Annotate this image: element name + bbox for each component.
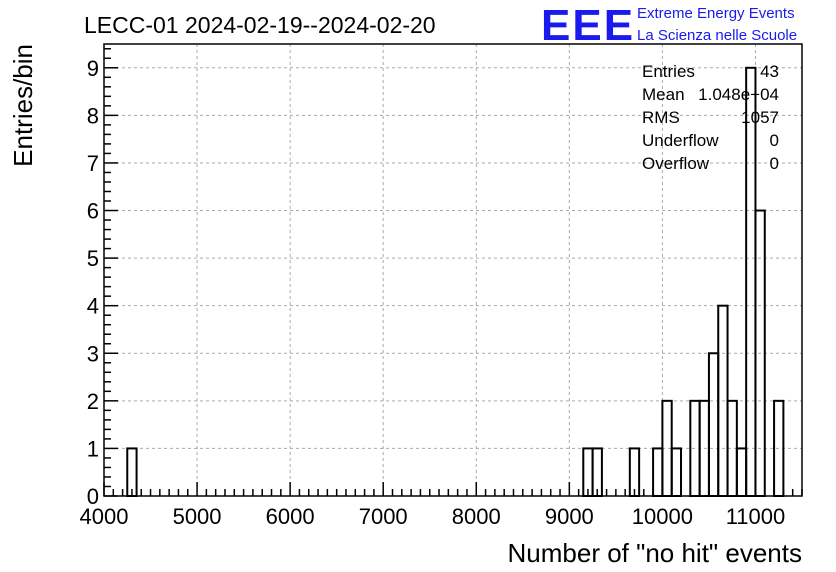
x-tick-label: 5000 (173, 504, 222, 529)
histogram-bin (628, 447, 641, 497)
histogram-bin (652, 447, 664, 497)
y-axis-label: Entries/bin (8, 44, 38, 167)
y-tick-label: 1 (87, 436, 99, 461)
stats-label: Underflow (642, 131, 719, 150)
histogram-bin (591, 447, 603, 497)
x-tick-label: 8000 (452, 504, 501, 529)
histogram-bin (126, 447, 138, 497)
stats-value: 1057 (741, 108, 779, 127)
y-tick-label: 0 (87, 484, 99, 509)
histogram-bin (582, 447, 594, 497)
stats-value: 43 (760, 62, 779, 81)
stats-label: Overflow (642, 154, 710, 173)
y-tick-label: 5 (87, 246, 99, 271)
x-tick-label: 4000 (80, 504, 129, 529)
chart-title: LECC-01 2024-02-19--2024-02-20 (84, 12, 436, 38)
histogram-bin (745, 66, 757, 498)
y-tick-label: 8 (87, 103, 99, 128)
x-tick-label: 9000 (545, 504, 594, 529)
logo-line-2: La Scienza nelle Scuole (637, 27, 797, 44)
x-tick-label: 10000 (632, 504, 693, 529)
axis-ticks (103, 48, 803, 497)
y-tick-label: 9 (87, 56, 99, 81)
stats-value: 0 (770, 131, 779, 150)
stats-box: Entries 43 Mean 1.048e+04 RMS 1057 Underflow 0 O… (642, 62, 779, 173)
y-tick-label: 3 (87, 341, 99, 366)
histogram-bin (735, 447, 748, 497)
stats-value: 0 (770, 154, 779, 173)
x-tick-label: 11000 (726, 504, 786, 529)
x-tick-label: 7000 (359, 504, 408, 529)
histogram-bin (670, 447, 683, 497)
stats-label: Entries (642, 62, 695, 81)
y-tick-label: 2 (87, 389, 99, 414)
stats-label: RMS (642, 108, 680, 127)
grid (104, 44, 802, 496)
logo-line-1: Extreme Energy Events (637, 5, 795, 22)
x-tick-labels: 4000 5000 6000 7000 8000 9000 10000 11000 (80, 504, 786, 529)
histogram-bin (707, 352, 720, 497)
eee-logo: EEE Extreme Energy Events La Scienza nel… (541, 1, 797, 50)
y-tick-label: 6 (87, 199, 99, 224)
x-axis-label: Number of "no hit" events (508, 538, 803, 568)
stats-value: 1.048e+04 (698, 85, 779, 104)
y-tick-label: 7 (87, 151, 99, 176)
y-tick-label: 4 (87, 294, 99, 319)
x-tick-label: 6000 (266, 504, 315, 529)
y-tick-labels: 0 1 2 3 4 5 6 7 8 9 (87, 56, 99, 509)
logo-letters: EEE (541, 1, 635, 50)
plot-frame (103, 43, 803, 497)
stats-label: Mean (642, 85, 685, 104)
